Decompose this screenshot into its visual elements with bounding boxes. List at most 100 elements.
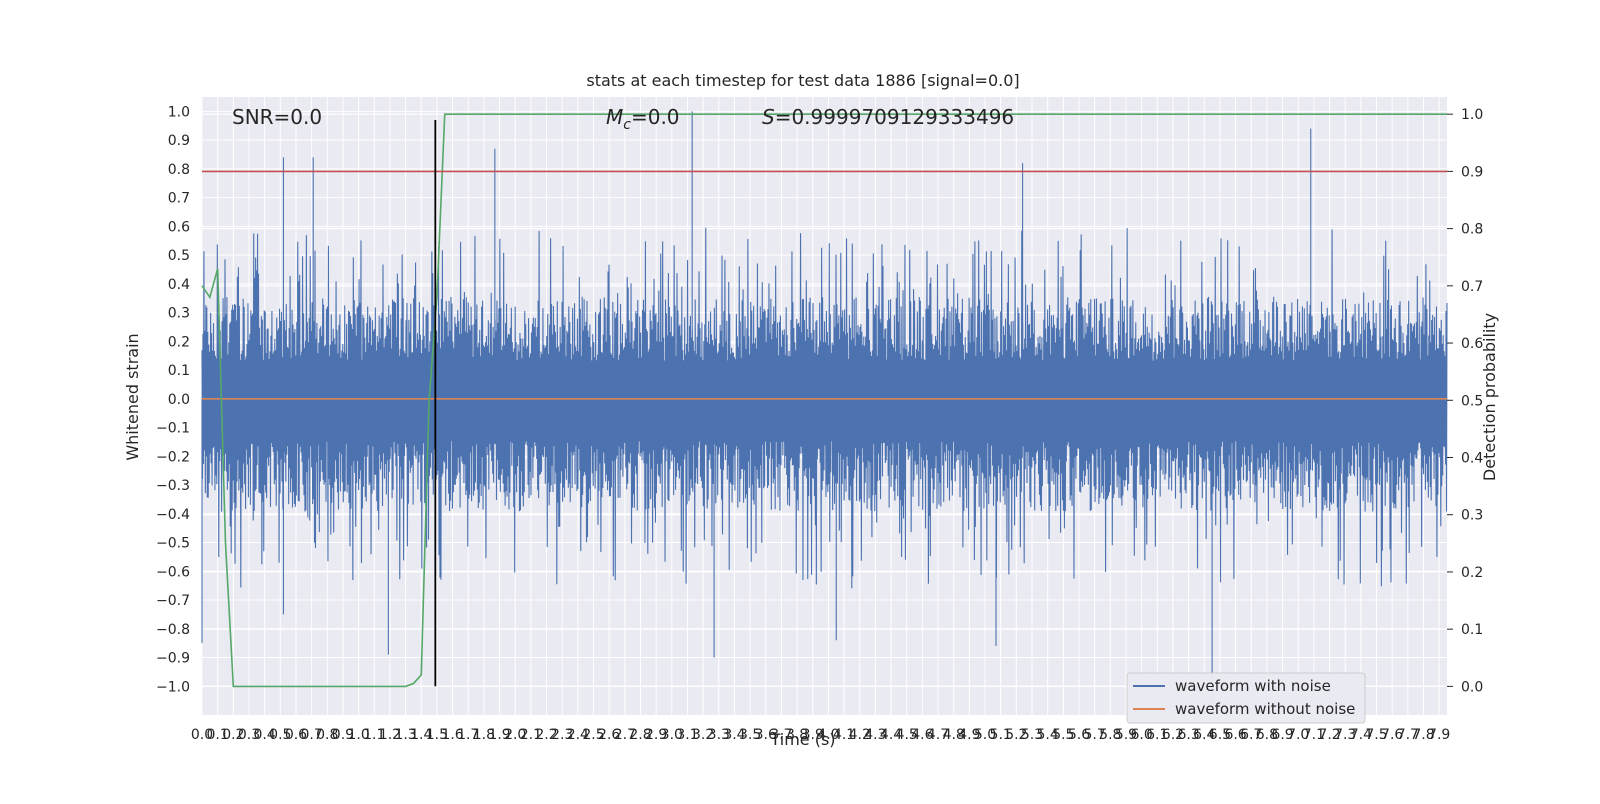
y2-tick-label: 0.3 [1461,508,1483,524]
x-tick-label: 0.7 [300,727,322,743]
x-tick-label: 0.5 [269,727,291,743]
x-tick-label: 7.5 [1365,727,1387,743]
x-tick-label: 5.6 [1068,727,1090,743]
x-tick-label: 2.0 [504,727,526,743]
x-tick-label: 1.2 [379,727,401,743]
y2-tick-label: 0.8 [1461,222,1483,238]
x-tick-label: 3.3 [708,727,730,743]
y2-tick-label: 0.7 [1461,279,1483,295]
x-tick-label: 1.9 [488,727,510,743]
x-tick-label: 0.9 [332,727,354,743]
x-tick-label: 6.0 [1130,727,1152,743]
x-tick-label: 3.6 [755,727,777,743]
legend-label-noise: waveform with noise [1175,677,1331,695]
x-tick-label: 6.5 [1209,727,1231,743]
x-tick-label: 0.1 [207,727,229,743]
y-tick-label: 0.1 [168,363,190,379]
x-tick-label: 3.5 [739,727,761,743]
x-tick-label: 2.5 [582,727,604,743]
x-tick-label: 6.4 [1193,727,1215,743]
x-tick-label: 4.4 [880,727,902,743]
x-axis-label: Time (s) [769,730,835,749]
x-tick-label: 1.1 [363,727,385,743]
y2-tick-label: 0.1 [1461,622,1483,638]
y2-axis-ticks: 1.0 0.9 0.8 0.7 0.6 0.5 0.4 0.3 0.2 0.1 0.0 [1447,107,1483,695]
y-tick-label: −0.7 [156,593,190,609]
legend: waveform with noise waveform without noi… [1126,672,1366,724]
x-tick-label: 5.1 [990,727,1012,743]
x-tick-label: 7.2 [1318,727,1340,743]
x-tick-label: 3.9 [802,727,824,743]
y2-tick-label: 0.9 [1461,164,1483,180]
x-tick-label: 4.0 [817,727,839,743]
y-tick-label: 0.3 [168,306,190,322]
x-tick-label: 7.8 [1412,727,1434,743]
x-tick-label: 7.6 [1381,727,1403,743]
x-tick-label: 0.6 [285,727,307,743]
y-tick-label: −1.0 [156,679,190,695]
y-tick-label: 1.0 [168,104,190,120]
annotation-snr: SNR=0.0 [232,105,322,129]
x-tick-label: 6.2 [1162,727,1184,743]
x-tick-label: 4.9 [958,727,980,743]
x-tick-label: 1.6 [441,727,463,743]
x-tick-label: 7.9 [1428,727,1450,743]
y2-tick-label: 0.4 [1461,451,1483,467]
y-tick-label: 0.5 [168,248,190,264]
y-tick-label: 0.9 [168,133,190,149]
x-tick-label: 7.7 [1397,727,1419,743]
x-tick-label: 4.7 [927,727,949,743]
y-tick-label: 0.4 [168,277,190,293]
x-axis-ticks: 0.00.10.20.30.40.50.60.70.80.91.01.11.21… [191,727,1450,743]
x-tick-label: 5.2 [1005,727,1027,743]
y2-tick-label: 0.0 [1461,679,1483,695]
y-tick-label: −0.1 [156,421,190,437]
x-tick-label: 5.9 [1115,727,1137,743]
x-tick-label: 2.2 [535,727,557,743]
x-tick-label: 5.8 [1099,727,1121,743]
y-tick-label: 0.7 [168,191,190,207]
series-detection-probability [201,113,1447,688]
x-tick-label: 1.3 [394,727,416,743]
x-tick-label: 5.3 [1021,727,1043,743]
annotation-mc: Mc=0.0 [606,105,680,133]
x-tick-label: 2.1 [520,727,542,743]
x-tick-label: 5.4 [1037,727,1059,743]
y-tick-label: −0.3 [156,478,190,494]
y-tick-label: 0.2 [168,334,190,350]
x-tick-label: 1.5 [426,727,448,743]
x-tick-label: 6.6 [1224,727,1246,743]
y2-tick-label: 1.0 [1461,107,1483,123]
x-tick-label: 3.8 [786,727,808,743]
x-tick-label: 2.6 [598,727,620,743]
x-tick-label: 1.0 [347,727,369,743]
x-tick-label: 6.3 [1177,727,1199,743]
y2-tick-label: 0.6 [1461,336,1483,352]
detection-probability-line [201,113,1447,688]
y-tick-label: −0.9 [156,651,190,667]
x-tick-label: 6.1 [1146,727,1168,743]
chart-title: stats at each timestep for test data 188… [586,71,1019,90]
x-tick-label: 0.3 [238,727,260,743]
y-tick-label: −0.2 [156,449,190,465]
y-tick-label: −0.4 [156,507,190,523]
x-tick-label: 0.2 [222,727,244,743]
y-tick-label: −0.8 [156,622,190,638]
y-tick-label: 0.6 [168,219,190,235]
legend-label-clean: waveform without noise [1175,700,1355,718]
x-tick-label: 7.3 [1334,727,1356,743]
x-tick-label: 7.1 [1303,727,1325,743]
waveform-with-noise-line [201,111,1448,701]
x-tick-label: 3.1 [676,727,698,743]
x-tick-label: 3.4 [723,727,745,743]
x-tick-label: 4.3 [864,727,886,743]
x-tick-label: 6.9 [1271,727,1293,743]
legend-frame [1126,672,1366,724]
x-tick-label: 4.8 [943,727,965,743]
x-tick-label: 3.2 [692,727,714,743]
x-tick-label: 7.0 [1287,727,1309,743]
y2-tick-label: 0.2 [1461,565,1483,581]
y-tick-label: −0.6 [156,564,190,580]
x-tick-label: 5.7 [1084,727,1106,743]
